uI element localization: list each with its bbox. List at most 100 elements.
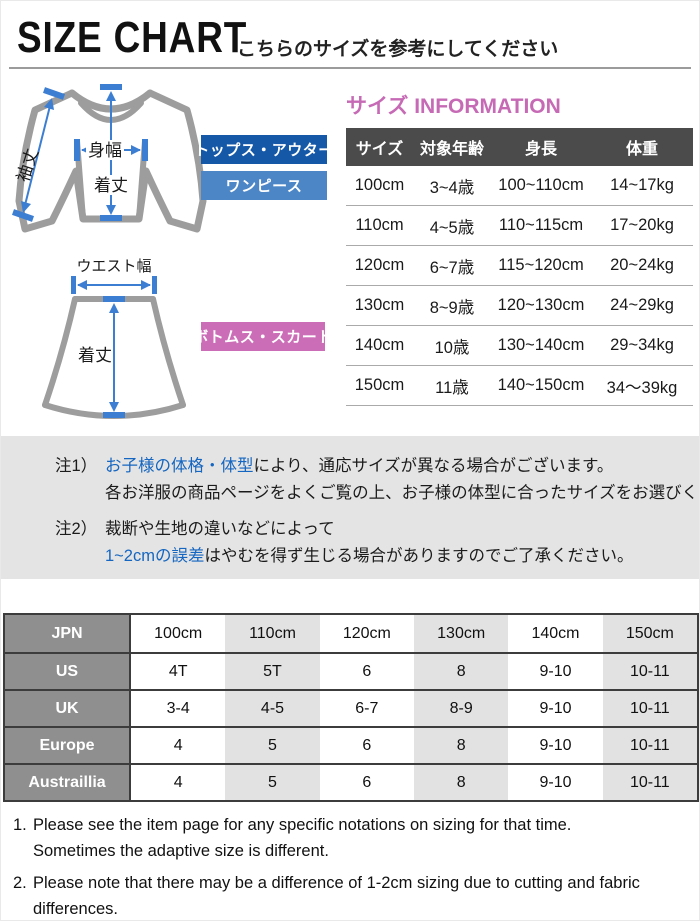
skirt-left-side bbox=[42, 296, 78, 408]
width-left-bar bbox=[74, 139, 80, 161]
conversion-cell: 8 bbox=[414, 728, 509, 763]
en-note-1-line-2: Sometimes the adaptive size is different… bbox=[33, 842, 329, 860]
length-arrowhead-down bbox=[106, 205, 116, 215]
conversion-cell: 9-10 bbox=[539, 662, 572, 680]
conversion-table: JPN 100cm 110cm 120cm 130cm 140cm 150cm … bbox=[3, 613, 699, 802]
size-info-table: サイズ 対象年齢 身長 体重 100cm 3~4歳 100~110cm 14~1… bbox=[346, 128, 693, 406]
conversion-cell: 6-7 bbox=[355, 699, 379, 717]
skirt-length-arrowhead-up bbox=[109, 303, 119, 313]
conversion-cell: 4T bbox=[168, 662, 188, 680]
jp-note-2-line-1: 注2） 裁断や生地の違いなどによって bbox=[55, 516, 699, 543]
conversion-cell: 5T bbox=[225, 654, 320, 689]
japanese-notes-section: 注1） お子様の体格・体型により、通応サイズが異なる場合がございます。 各お洋服… bbox=[1, 436, 699, 579]
length-label: 着丈 bbox=[94, 176, 128, 195]
size-cell: 140cm bbox=[354, 336, 405, 354]
en-note-1: 1. Please see the item page for any spec… bbox=[13, 812, 699, 864]
jp-note-2-highlight: 1~2cmの誤差 bbox=[105, 547, 205, 565]
length-top-tick bbox=[100, 84, 122, 90]
en-note-2-number: 2. bbox=[13, 874, 27, 892]
sleeve-arrow-line bbox=[23, 101, 52, 210]
conversion-cell: 8-9 bbox=[414, 691, 509, 726]
size-table-row: 110cm 4~5歳 110~115cm 17~20kg bbox=[346, 206, 693, 246]
sweater-measurement-diagram: 身幅 袖丈 着丈 bbox=[12, 84, 207, 233]
waist-arrowhead-left bbox=[77, 280, 87, 290]
jp-note-2-label: 注2） bbox=[55, 520, 98, 538]
jp-note-1-text: お子様の体格・体型により、通応サイズが異なる場合がございます。 bbox=[105, 453, 613, 480]
conversion-row-us: US 4T 5T 6 8 9-10 10-11 bbox=[5, 652, 697, 689]
size-col-header: サイズ bbox=[355, 141, 404, 158]
width-label-mask bbox=[86, 140, 124, 160]
conversion-cell: 8 bbox=[414, 765, 509, 800]
skirt-right-side bbox=[150, 296, 186, 408]
en-note-1-line-1: Please see the item page for any specifi… bbox=[33, 816, 572, 834]
size-table-row: 120cm 6~7歳 115~120cm 20~24kg bbox=[346, 246, 693, 286]
conversion-cell: 10-11 bbox=[602, 654, 697, 689]
weight-cell: 17~20kg bbox=[610, 216, 674, 234]
conversion-cell: 100cm bbox=[154, 624, 203, 642]
conversion-cell: 3-4 bbox=[166, 699, 190, 717]
conversion-row-uk: UK 3-4 4-5 6-7 8-9 9-10 10-11 bbox=[5, 689, 697, 726]
length-arrowhead-up bbox=[106, 91, 116, 101]
age-cell: 10歳 bbox=[434, 338, 470, 357]
conversion-cell: 150cm bbox=[602, 615, 697, 652]
conversion-cell: 120cm bbox=[342, 624, 391, 642]
jp-note-1-highlight: お子様の体格・体型 bbox=[105, 457, 254, 475]
region-label: UK bbox=[5, 691, 131, 726]
jp-note-1-line-1: 注1） お子様の体格・体型により、通応サイズが異なる場合がございます。 bbox=[55, 453, 699, 480]
height-col-header: 身長 bbox=[524, 141, 557, 158]
height-cell: 130~140cm bbox=[497, 336, 585, 354]
size-table-header-row: サイズ 対象年齢 身長 体重 bbox=[346, 128, 693, 166]
weight-cell: 24~29kg bbox=[610, 296, 674, 314]
conversion-cell: 4-5 bbox=[225, 691, 320, 726]
size-table-row: 150cm 11歳 140~150cm 34〜39kg bbox=[346, 366, 693, 406]
conversion-cell: 9-10 bbox=[539, 736, 572, 754]
conversion-cell: 8 bbox=[414, 654, 509, 689]
conversion-cell: 6 bbox=[362, 773, 372, 791]
skirt-measurement-diagram: ウエスト幅 着丈 bbox=[42, 258, 186, 419]
region-label: Austraillia bbox=[5, 765, 131, 800]
sleeve-bottom-bar bbox=[12, 209, 34, 222]
region-label: JPN bbox=[5, 615, 131, 652]
weight-cell: 20~24kg bbox=[610, 256, 674, 274]
waist-arrowhead-right bbox=[141, 280, 151, 290]
height-cell: 100~110cm bbox=[498, 176, 584, 194]
region-label: Europe bbox=[5, 728, 131, 763]
conversion-row-europe: Europe 4 5 6 8 9-10 10-11 bbox=[5, 726, 697, 763]
header-divider bbox=[9, 67, 691, 69]
waist-left-bar bbox=[71, 276, 76, 294]
skirt-length-top-tick bbox=[103, 296, 125, 302]
size-cell: 120cm bbox=[354, 256, 405, 274]
conversion-row-jpn: JPN 100cm 110cm 120cm 130cm 140cm 150cm bbox=[5, 615, 697, 652]
english-notes-section: 1. Please see the item page for any spec… bbox=[13, 812, 699, 920]
conversion-cell: 130cm bbox=[414, 615, 509, 652]
weight-cell: 14~17kg bbox=[610, 176, 674, 194]
conversion-cell: 140cm bbox=[531, 624, 580, 642]
age-cell: 11歳 bbox=[435, 378, 469, 397]
category-label-onepiece: ワンピース bbox=[201, 171, 327, 200]
conversion-cell: 9-10 bbox=[539, 773, 572, 791]
age-cell: 4~5歳 bbox=[429, 218, 475, 237]
page-title: SIZE CHART bbox=[17, 13, 248, 62]
skirt-length-bottom-tick bbox=[103, 412, 125, 418]
conversion-row-australia: Austraillia 4 5 6 8 9-10 10-11 bbox=[5, 763, 697, 800]
sleeve-top-bar bbox=[43, 87, 65, 100]
category-label-tops-outer: トップス・アウター bbox=[194, 135, 333, 164]
en-note-2-text: Please note that there may be a differen… bbox=[33, 874, 640, 918]
sleeve-label: 袖丈 bbox=[13, 146, 42, 184]
weight-cell: 34〜39kg bbox=[606, 378, 678, 397]
width-arrowhead-right bbox=[131, 145, 141, 155]
conversion-cell: 4 bbox=[173, 736, 183, 754]
skirt-length-label: 着丈 bbox=[78, 346, 112, 365]
length-label-mask bbox=[92, 175, 130, 195]
weight-col-header: 体重 bbox=[625, 141, 658, 158]
height-cell: 120~130cm bbox=[497, 296, 585, 314]
region-label: US bbox=[5, 654, 131, 689]
conversion-cell: 10-11 bbox=[602, 765, 697, 800]
jp-note-2-line-2: 1~2cmの誤差はやむを得ず生じる場合がありますのでご了承ください。 bbox=[55, 543, 699, 570]
age-cell: 6~7歳 bbox=[429, 258, 475, 277]
size-cell: 150cm bbox=[354, 376, 405, 394]
size-cell: 100cm bbox=[354, 176, 405, 194]
conversion-cell: 5 bbox=[225, 765, 320, 800]
age-cell: 3~4歳 bbox=[429, 178, 475, 197]
